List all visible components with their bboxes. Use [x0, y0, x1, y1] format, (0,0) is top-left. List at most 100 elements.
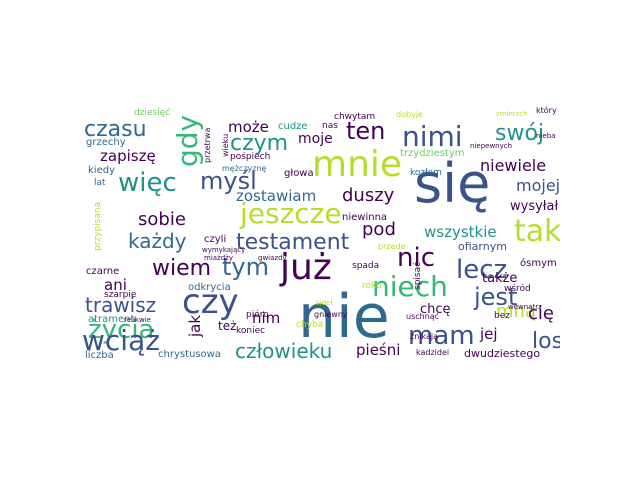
word-nic: nic	[397, 243, 435, 273]
word-cloud: nie się mnie już jeszcze tak czy niech n…	[80, 105, 560, 370]
word-moje: moje	[298, 131, 333, 147]
word-pospiech: pośpiech	[230, 152, 271, 162]
word-mojej: mojej	[516, 176, 560, 195]
word-moze: może	[228, 118, 269, 136]
word-chce: chcę	[420, 302, 451, 317]
word-przypisana: przypisana	[93, 201, 103, 251]
word-chyba: chyba	[296, 320, 324, 330]
word-duszy: duszy	[342, 185, 395, 206]
word-tak: tak	[514, 214, 560, 249]
word-zmierzch: zmierzch	[496, 110, 528, 118]
word-znikaja: znikają	[410, 332, 439, 341]
word-trawisz: trawisz	[85, 293, 157, 317]
word-kazdy: każdy	[128, 229, 187, 253]
word-cudze: cudze	[278, 121, 308, 132]
word-ofiarnym: ofiarnym	[458, 240, 507, 253]
word-testament: testament	[236, 230, 350, 255]
word-nas: nas	[322, 121, 338, 131]
word-dobyje: dobyje	[396, 110, 423, 119]
word-niewiele: niewiele	[480, 156, 547, 175]
word-jest: jest	[474, 283, 518, 311]
word-juz: już	[280, 247, 332, 288]
word-wysylal: wysyłał	[510, 199, 559, 214]
word-chwytam: chwytam	[334, 112, 376, 122]
word-jak: jak	[186, 314, 204, 337]
word-kiedy: kiedy	[88, 165, 115, 176]
word-szarpie: szarpie	[104, 290, 137, 300]
word-sobie: sobie	[138, 209, 186, 230]
word-kozlom: kozłom	[410, 168, 442, 178]
word-ten: ten	[346, 117, 386, 145]
word-spisac: spisać	[413, 261, 423, 290]
word-jeszcze: jeszcze	[240, 197, 342, 230]
word-wieku: wieku	[221, 133, 230, 157]
word-mna: mną	[496, 301, 536, 322]
word-usychnac: uschnąć	[406, 312, 440, 321]
word-jej: jej	[480, 325, 498, 343]
word-los: los	[532, 329, 560, 354]
word-wciaz: wciąż	[82, 324, 160, 357]
word-czym: czym	[230, 131, 289, 156]
word-relikwie: relikwie	[124, 316, 151, 324]
word-piesni: pieśni	[356, 341, 401, 359]
word-roku: roku	[362, 281, 382, 291]
word-cie: cię	[528, 303, 554, 324]
word-bez: bez	[494, 311, 510, 321]
word-czarne: czarne	[86, 266, 120, 277]
word-czasu: czasu	[84, 117, 147, 142]
word-niech: niech	[372, 270, 448, 303]
word-zostawiam: zostawiam	[236, 187, 317, 205]
word-zycia: życia	[88, 315, 155, 345]
word-ani: ani	[104, 276, 127, 294]
word-wszystkie: wszystkie	[424, 223, 497, 241]
word-czlowieku: człowieku	[235, 339, 333, 363]
word-wymknacy: wymykający	[202, 246, 246, 254]
word-gniewny: gniewny	[314, 310, 348, 319]
word-odkrycia: odkrycia	[188, 282, 231, 293]
word-czy: czy	[182, 282, 239, 322]
word-pod: pod	[362, 219, 396, 240]
word-wsrod: wśród	[504, 284, 531, 294]
word-wewnatrz: wewnątrz	[508, 303, 542, 311]
word-zapisze: zapiszę	[100, 147, 156, 165]
word-wiec: więc	[118, 168, 177, 198]
word-osmym: ósmym	[520, 258, 557, 269]
word-przetrwa: przetrwa	[203, 127, 212, 163]
word-liczba: liczba	[85, 350, 114, 361]
word-trzydziestym: trzydziestym	[400, 148, 465, 159]
word-ktory: który	[536, 106, 557, 115]
word-mnie: mnie	[312, 144, 403, 185]
word-sidel: sideł	[316, 299, 333, 307]
word-takze: także	[482, 271, 518, 286]
word-lecz: lecz	[456, 255, 508, 285]
word-gwiazdy: gwiazdy	[258, 254, 287, 262]
word-przede: przede	[378, 242, 406, 251]
word-gdy: gdy	[171, 114, 204, 167]
word-atrament: atrament	[88, 314, 135, 325]
word-spada: spada	[352, 261, 380, 271]
word-tez: też	[218, 319, 237, 333]
word-dziesiec: dziesięć	[134, 108, 171, 118]
word-glowa: głowa	[284, 168, 314, 179]
word-niepewnych: niepewnych	[470, 142, 513, 150]
word-kadzidei: kadzidei	[416, 348, 450, 357]
word-wiem: wiem	[152, 256, 212, 281]
word-swoj: swój	[495, 121, 545, 146]
word-mam: mam	[408, 321, 475, 351]
word-nie: nie	[298, 282, 390, 352]
word-niewinna: niewinna	[342, 212, 388, 223]
word-tym: tym	[222, 253, 269, 281]
word-sie: się	[414, 152, 491, 215]
word-chrystusowa: chrystusowa	[158, 349, 221, 360]
word-nimi: nimi	[402, 120, 463, 153]
word-miazdzy: miażdży	[204, 254, 233, 262]
word-pioro: pióro	[246, 310, 269, 320]
word-grzechy: grzechy	[86, 137, 126, 148]
word-czyli: czyli	[204, 234, 227, 245]
word-lat: lat	[94, 178, 106, 188]
word-dwudziestego: dwudziestego	[464, 347, 541, 360]
word-nieba: nieba	[536, 132, 556, 140]
word-mezczyzne: mężczyznę	[222, 164, 267, 173]
word-nim: nim	[252, 309, 281, 327]
word-mysl: myśl	[200, 167, 257, 195]
